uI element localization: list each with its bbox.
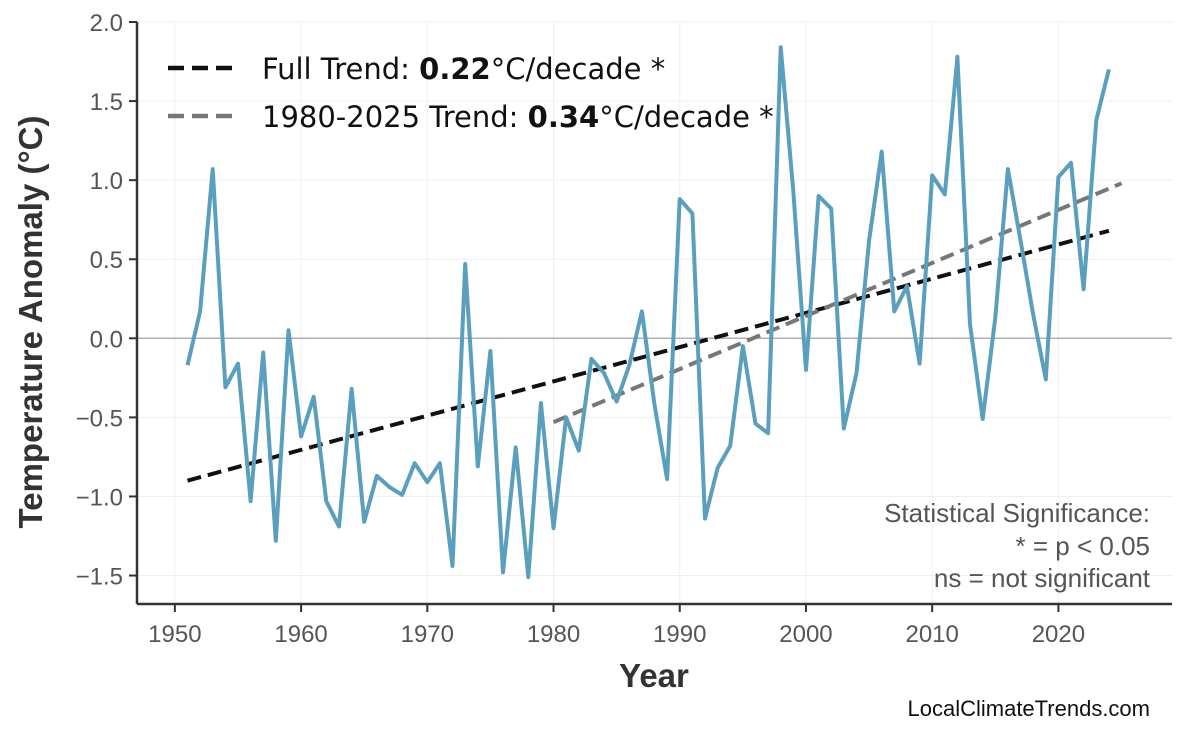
y-tick-label-4: 0.5 <box>90 247 123 274</box>
y-axis-title: Temperature Anomaly (°C) <box>12 116 49 529</box>
axis-ticks: 1950 1960 1970 1980 1990 2000 2010 2020 −1.5 −1.0… <box>76 10 1085 648</box>
x-tick-label-1960: 1960 <box>274 621 327 648</box>
significance-note-line-3: ns = not significant <box>934 563 1151 593</box>
legend-full-trend-value: 0.22 <box>419 52 491 86</box>
full-trend-line <box>186 228 1110 483</box>
legend-full-trend-suffix: °C/decade * <box>491 52 665 86</box>
temperature-anomaly-series-line <box>185 45 1111 580</box>
legend-entry-full-trend: Full Trend: 0.22°C/decade * <box>262 52 665 86</box>
trend-lines <box>186 181 1123 483</box>
x-tick-label-2000: 2000 <box>779 621 832 648</box>
x-tick-label-1980: 1980 <box>527 621 580 648</box>
x-tick-label-2020: 2020 <box>1032 621 1085 648</box>
x-tick-label-2010: 2010 <box>905 621 958 648</box>
legend-full-trend-prefix: Full Trend: <box>262 52 419 86</box>
legend-entry-recent-trend: 1980-2025 Trend: 0.34°C/decade * <box>262 100 774 134</box>
legend-recent-trend-prefix: 1980-2025 Trend: <box>262 100 528 134</box>
legend-recent-trend-suffix: °C/decade * <box>599 100 773 134</box>
significance-note: Statistical Significance: * = p < 0.05 n… <box>884 498 1151 593</box>
significance-note-line-1: Statistical Significance: <box>884 498 1150 528</box>
x-tick-label-1950: 1950 <box>148 621 201 648</box>
x-axis-title: Year <box>619 657 689 694</box>
x-tick-label-1970: 1970 <box>401 621 454 648</box>
y-tick-label-1: −1.0 <box>76 484 123 511</box>
x-tick-label-1990: 1990 <box>653 621 706 648</box>
y-tick-label-6: 1.5 <box>90 89 123 116</box>
y-tick-label-2: −0.5 <box>76 405 123 432</box>
y-tick-label-5: 1.0 <box>90 168 123 195</box>
y-tick-label-0: −1.5 <box>76 564 123 591</box>
significance-note-line-2: * = p < 0.05 <box>1016 531 1150 561</box>
legend-recent-trend-value: 0.34 <box>528 100 600 134</box>
y-tick-label-3: 0.0 <box>90 326 123 353</box>
legend: Full Trend: 0.22°C/decade * 1980-2025 Tr… <box>168 52 774 134</box>
recent-trend-line <box>552 181 1123 424</box>
site-credit: LocalClimateTrends.com <box>908 696 1151 721</box>
axes <box>135 22 1172 606</box>
y-tick-label-7: 2.0 <box>90 10 123 37</box>
